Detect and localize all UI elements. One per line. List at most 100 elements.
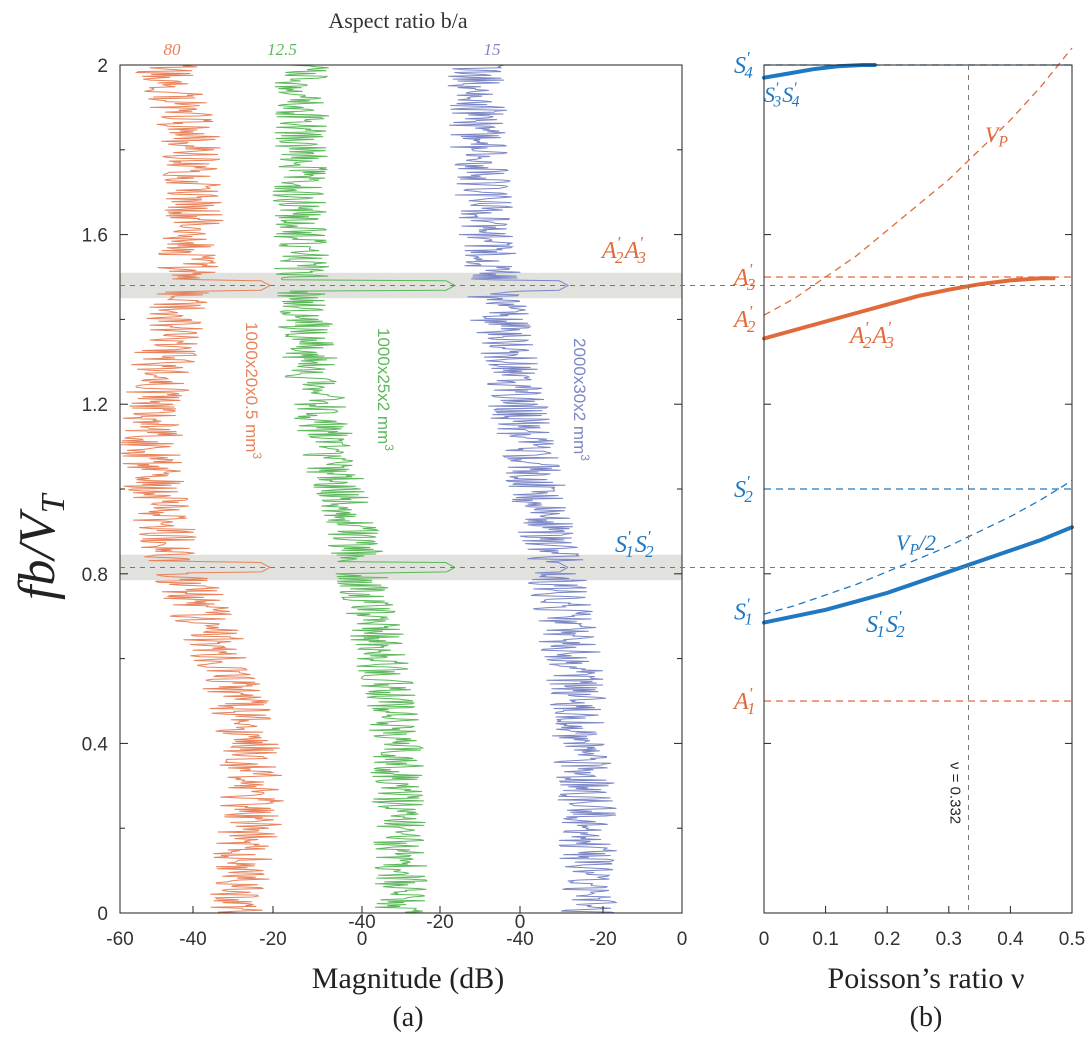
- panel-b-x-ticks: 0 0.1 0.2 0.3 0.4 0.5: [759, 906, 1085, 950]
- dispersion-curve: [762, 276, 1056, 341]
- level-label-part: ': [746, 48, 750, 67]
- band-labels: S' 1S' 2A' 2A' 3: [600, 233, 654, 561]
- curve-label-part: A: [848, 323, 865, 349]
- dispersion-curve: [762, 525, 1074, 625]
- curve-label-part: /2: [917, 530, 936, 555]
- x-tick-label: -20: [589, 929, 616, 950]
- aspect-ratio-label: 80: [164, 40, 182, 59]
- spectra-traces: [120, 64, 618, 914]
- level-label-part: A: [732, 689, 749, 715]
- level-label-part: ': [749, 260, 753, 279]
- curve-label-part: ': [865, 318, 869, 337]
- x-tick-label: 0.1: [812, 929, 838, 950]
- poisson-marker-label: ν = 0.332: [947, 762, 964, 824]
- panel-a-y-ticks: 0 0.4 0.8 1.2 1.6 2: [82, 56, 682, 925]
- panel-a-label: (a): [392, 1002, 423, 1033]
- curve-label-part: 3: [885, 333, 894, 352]
- x-tick-label: -20: [259, 929, 286, 950]
- curve-label-part: ': [878, 607, 882, 626]
- band-connectors: [120, 284, 1072, 568]
- band-label-a2a3-part: ': [639, 233, 643, 252]
- x-tick-label: 0.2: [874, 929, 900, 950]
- x-tick-label: 0.3: [936, 929, 962, 950]
- curve-label-part: A: [871, 323, 888, 349]
- curve-label: S' 3S' 4: [764, 80, 800, 111]
- specimen-label-text: 1000x25x2 mm3: [374, 328, 396, 451]
- panel-b-frame: [763, 64, 1073, 914]
- band-label-s1s2-part: S: [615, 532, 627, 558]
- x-tick-label: -40: [348, 912, 375, 933]
- curve-label-part: 2: [896, 622, 905, 641]
- poisson-marker-label-group: ν = 0.332: [947, 762, 964, 824]
- x-tick-label: 0.4: [997, 929, 1024, 950]
- level-label-part: S: [734, 477, 746, 503]
- panel-b-y-ticks: [764, 64, 1072, 914]
- level-label: S' 4: [734, 48, 753, 82]
- curve-label-part: S: [866, 612, 878, 638]
- y-tick-label: 0.4: [82, 734, 109, 755]
- dispersion-curve: [762, 63, 877, 80]
- level-label-part: ': [746, 472, 750, 491]
- curve-label: VP: [985, 122, 1008, 150]
- panel-a-y-label: fb/VT: [9, 492, 72, 600]
- level-label-part: 4: [744, 63, 753, 82]
- band-label-a2a3-part: A: [600, 238, 617, 264]
- y-label-sub: T: [35, 492, 72, 513]
- curve-label: A' 2A' 3: [848, 318, 894, 352]
- specimen-label: 1000x20x0.5 mm3: [242, 322, 264, 459]
- aspect-ratio-labels: 80 12.5 15: [164, 40, 501, 59]
- curve-label-part: 1: [876, 622, 884, 641]
- y-tick-label: 2: [97, 56, 108, 77]
- specimen-name: 1000x25x2 mm: [374, 328, 393, 444]
- curve-label-part: 3: [772, 93, 781, 110]
- curve-label-part: ': [775, 80, 779, 97]
- y-tick-label: 0.8: [82, 565, 108, 586]
- panel-b-x-label: Poisson’s ratio ν: [828, 962, 1025, 995]
- specimen-name: 1000x20x0.5 mm: [242, 322, 261, 452]
- x-tick-label: 0.5: [1059, 929, 1085, 950]
- x-tick-label: -40: [506, 929, 533, 950]
- panel-b: 0 0.1 0.2 0.3 0.4 0.5 S' 4A' 3S' 2A' 1A' 2S' 1 S' 3S…: [732, 47, 1085, 1033]
- spectrum-trace: [120, 64, 284, 914]
- panel-b-label: (b): [910, 1002, 943, 1033]
- level-label: S' 2: [734, 472, 753, 506]
- band-label-a2a3-part: A: [623, 238, 640, 264]
- level-label: S' 1: [734, 595, 753, 629]
- curve-label-part: V: [896, 530, 912, 555]
- level-label: A' 1: [732, 684, 755, 718]
- specimen-labels: 1000x20x0.5 mm3 1000x25x2 mm3 2000x30x2 mm…: [242, 322, 592, 461]
- curve-label-part: S: [886, 612, 898, 638]
- band-label-a2a3-part: ': [617, 233, 621, 252]
- band-label-s1s2-part: ': [647, 527, 651, 546]
- level-label: A' 2: [732, 302, 756, 336]
- level-label-part: 2: [744, 487, 753, 506]
- level-label-part: 3: [746, 275, 755, 294]
- x-tick-label: 0: [677, 929, 688, 950]
- level-label-part: 2: [747, 317, 756, 336]
- panel-a-x-ticks: -60 -40 -20 0-40 -20 0-40 -20 0: [106, 906, 687, 950]
- curve-label-part: ': [793, 80, 797, 97]
- x-tick-label: 0: [759, 929, 770, 950]
- panel-a: 00.40.81.21.62 -60 -40 -20 0-40 -20 0-40 -20 0 …: [9, 8, 687, 1033]
- curve-label: S' 1S' 2: [866, 607, 905, 641]
- panel-a-x-label: Magnitude (dB): [312, 962, 504, 995]
- curve-label-part: 4: [792, 93, 800, 110]
- dispersion-curve: [763, 479, 1073, 615]
- band-label-a2a3-part: 3: [637, 248, 646, 267]
- curve-label-part: ': [887, 318, 891, 337]
- specimen-label: 2000x30x2 mm3: [570, 338, 592, 461]
- specimen-label-text: 2000x30x2 mm3: [570, 338, 592, 461]
- level-label: A' 3: [732, 260, 755, 294]
- y-tick-label: 1.2: [82, 395, 108, 416]
- curve-label-part: S: [764, 82, 775, 107]
- band-label-s1s2-part: 2: [645, 542, 654, 561]
- poisson-marker: ν = 0.332: [947, 65, 970, 913]
- level-label-part: A: [732, 307, 749, 333]
- y-tick-label: 0: [97, 904, 108, 925]
- level-label-part: A: [732, 265, 749, 291]
- band-label-a2a3-part: 2: [615, 248, 624, 267]
- specimen-label-text: 1000x20x0.5 mm3: [242, 322, 264, 459]
- level-label-part: ': [746, 595, 750, 614]
